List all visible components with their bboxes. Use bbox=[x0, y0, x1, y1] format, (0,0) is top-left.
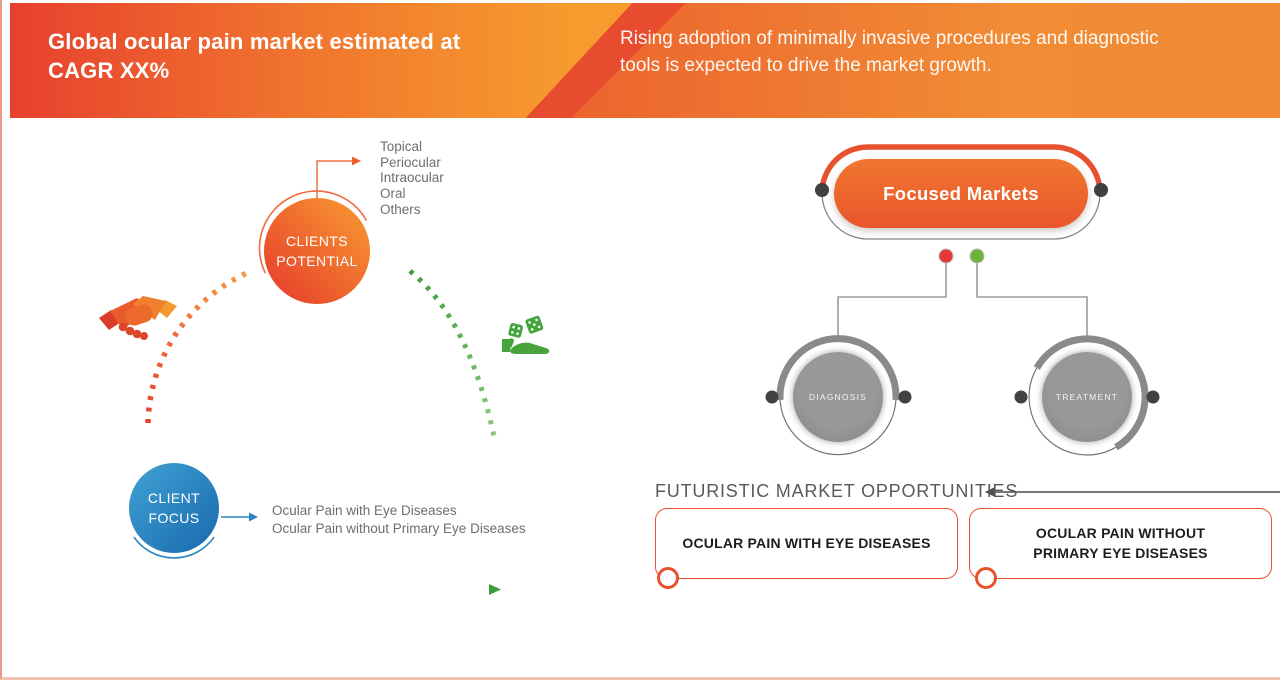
treatment-thin-arc bbox=[1028, 367, 1117, 456]
page-title: Global ocular pain market estimated at C… bbox=[48, 29, 461, 84]
capsule-outline-top bbox=[819, 144, 1103, 194]
opportunity-box-label: OCULAR PAIN WITHOUT PRIMARY EYE DISEASES bbox=[1033, 524, 1208, 561]
futuristic-opportunities-heading: FUTURISTIC MARKET OPPORTUNITIES bbox=[655, 481, 1019, 501]
connector-to-diagnosis bbox=[837, 262, 947, 341]
focused-markets-label: Focused Markets bbox=[883, 182, 1039, 204]
route-item: Others bbox=[380, 201, 421, 217]
clients-potential-label: CLIENTS POTENTIAL bbox=[276, 232, 358, 269]
focus-accent-arc bbox=[133, 536, 215, 559]
treatment-thick-arc bbox=[1033, 335, 1149, 451]
potential-routes-list: Topical Periocular Intraocular Oral Othe… bbox=[380, 139, 444, 218]
connector-to-treatment bbox=[976, 262, 1088, 341]
header-left-wedge bbox=[10, 3, 633, 118]
red-branch-dot bbox=[938, 248, 954, 264]
hand-with-dice-icon bbox=[502, 315, 550, 354]
opportunity-ring-icon bbox=[975, 567, 997, 589]
opportunity-ring-icon bbox=[657, 567, 679, 589]
header-banner: Global ocular pain market estimated at C… bbox=[10, 3, 1280, 118]
route-item: Topical bbox=[380, 139, 423, 154]
green-dotted-arc bbox=[408, 269, 498, 442]
diagnosis-thick-arc bbox=[776, 335, 900, 401]
focus-segments-list: Ocular Pain with Eye Diseases Ocular Pai… bbox=[272, 502, 526, 537]
treatment-side-dot-left bbox=[1014, 390, 1028, 404]
opportunity-box-with-eye-diseases: OCULAR PAIN WITH EYE DISEASES bbox=[655, 508, 958, 579]
focus-segment-item: Ocular Pain without Primary Eye Diseases bbox=[272, 520, 526, 536]
green-branch-dot bbox=[969, 248, 985, 264]
potential-connector-line bbox=[316, 160, 352, 198]
diagnosis-thin-arc bbox=[779, 399, 897, 456]
treatment-node: TREATMENT bbox=[1042, 352, 1132, 442]
diagnosis-label: DIAGNOSIS bbox=[808, 392, 868, 402]
treatment-label: TREATMENT bbox=[1055, 392, 1119, 402]
route-item: Oral bbox=[380, 186, 406, 202]
capsule-side-dot-left bbox=[815, 183, 829, 197]
diagnosis-side-dot-right bbox=[898, 390, 912, 404]
focus-arrowhead-icon bbox=[249, 512, 258, 522]
page-subtitle: Rising adoption of minimally invasive pr… bbox=[620, 28, 1159, 76]
route-item: Intraocular bbox=[380, 170, 444, 186]
green-arrowhead-icon bbox=[489, 584, 501, 595]
orange-dotted-arc bbox=[145, 269, 251, 424]
potential-arrowhead-icon bbox=[352, 156, 361, 166]
capsule-side-dot-right bbox=[1094, 183, 1108, 197]
route-item: Periocular bbox=[380, 154, 441, 170]
handshake-icon bbox=[99, 296, 177, 340]
potential-accent-arc bbox=[258, 190, 368, 274]
client-focus-circle: CLIENT FOCUS bbox=[129, 463, 219, 553]
opportunity-box-without-primary-eye-diseases: OCULAR PAIN WITHOUT PRIMARY EYE DISEASES bbox=[969, 508, 1272, 579]
clients-potential-circle: CLIENTS POTENTIAL bbox=[264, 198, 370, 304]
opportunities-arrowhead-icon bbox=[985, 487, 995, 497]
opportunity-box-label: OCULAR PAIN WITH EYE DISEASES bbox=[682, 534, 931, 551]
treatment-side-dot-right bbox=[1146, 390, 1160, 404]
diagnosis-side-dot-left bbox=[765, 390, 779, 404]
focused-markets-pill: Focused Markets bbox=[834, 159, 1088, 228]
diagnosis-node: DIAGNOSIS bbox=[793, 352, 883, 442]
client-focus-label: CLIENT FOCUS bbox=[147, 489, 201, 526]
focus-segment-item: Ocular Pain with Eye Diseases bbox=[272, 503, 457, 518]
capsule-outline-bottom bbox=[821, 192, 1101, 240]
